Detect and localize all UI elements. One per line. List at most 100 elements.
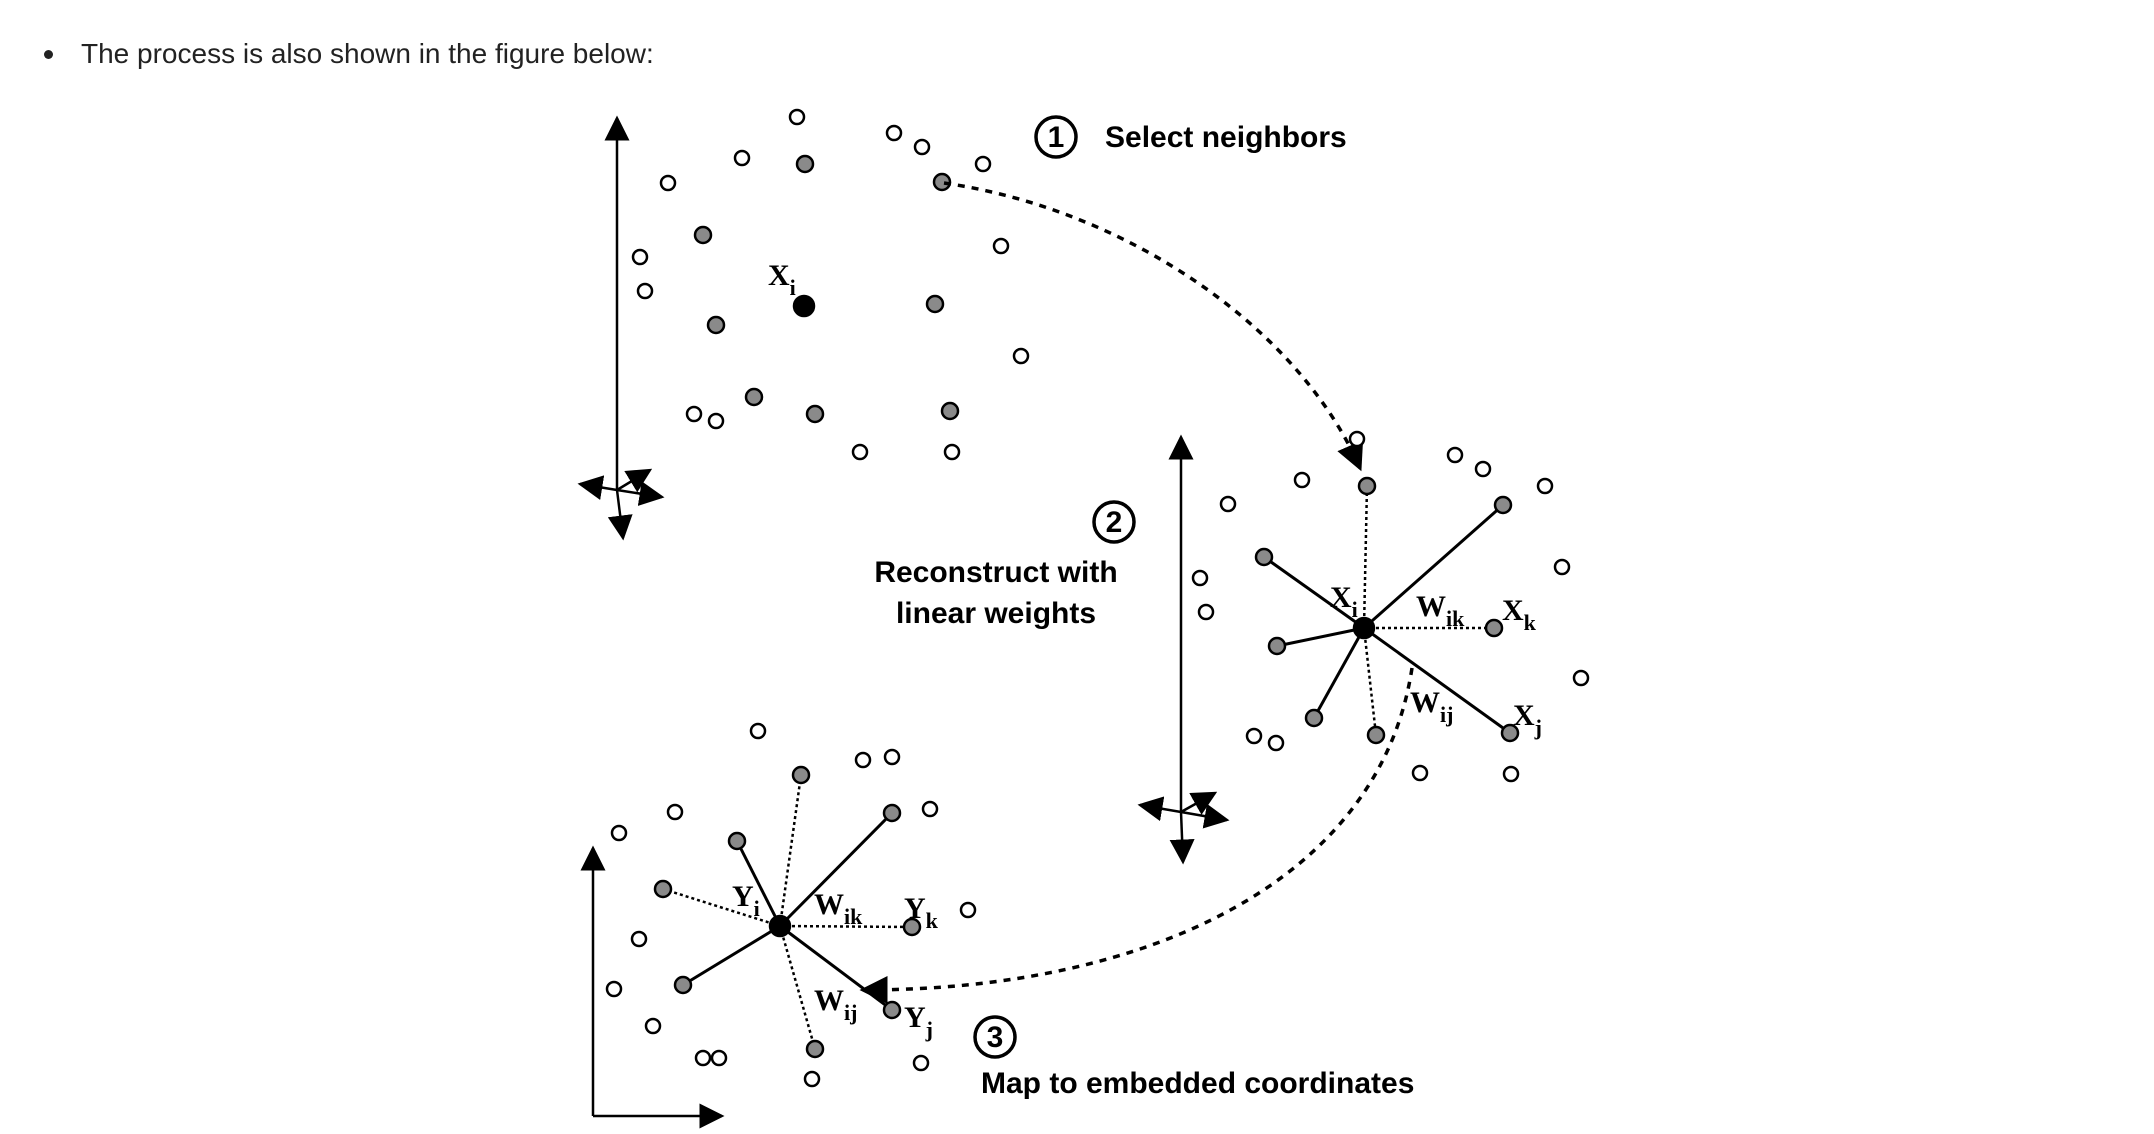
step2-label: 2 Reconstruct with linear weights [874,500,1136,630]
point [1245,727,1263,745]
center-point [1352,616,1376,640]
svg-text:Reconstruct with: Reconstruct with [874,556,1117,589]
point [959,901,977,919]
arrow-step1-to-step2 [943,181,1364,472]
point [1446,446,1464,464]
label-w-ik: Wik [1416,590,1465,631]
step1-number-circle [1034,115,1078,159]
label-y-i: Yi [732,880,760,921]
neighbor-point [1267,636,1287,656]
point [666,803,684,821]
point [1572,669,1590,687]
point [1502,765,1520,783]
point [710,1049,728,1067]
svg-text:3: 3 [987,1021,1004,1054]
neighbor-point [727,831,747,851]
label-y-k: Yk [904,892,939,933]
label-x-j: Xj [1513,699,1542,740]
point [1293,471,1311,489]
panel3-labels: Yi Wik Yk Wij Yj [732,880,939,1042]
point [885,124,903,142]
point [913,138,931,156]
point [630,930,648,948]
neighbor-point [940,401,960,421]
point [992,237,1010,255]
point [685,405,703,423]
neighbor-point [1357,476,1377,496]
point [943,443,961,461]
step2-number-circle [1092,500,1136,544]
point [707,412,725,430]
step3-number-circle [973,1015,1017,1059]
svg-text:2: 2 [1106,506,1123,539]
svg-text:1: 1 [1048,121,1065,154]
bullet-item: The process is also shown in the figure … [44,36,654,72]
center-point [792,294,816,318]
center-point [768,914,792,938]
neighbor-point [1484,618,1504,638]
label-x-i-panel1: Xi [768,259,796,300]
panel3-points [605,722,977,1088]
point [1411,764,1429,782]
neighbor-point [693,225,713,245]
neighbor-point [925,294,945,314]
point [631,248,649,266]
panel1-points [631,108,1030,461]
point [610,824,628,842]
label-w-ij: Wij [1410,686,1453,727]
svg-text:linear weights: linear weights [896,597,1096,630]
point [1197,603,1215,621]
neighbor-point [1304,708,1324,728]
label-x-i: Xi [1330,581,1358,622]
point [1348,430,1366,448]
neighbor-point [932,172,952,192]
point [1267,734,1285,752]
point [605,980,623,998]
bullet-text: The process is also shown in the figure … [81,38,654,69]
point [1219,495,1237,513]
panel2-labels: Xi Wik Xk Wij Xj [1330,581,1542,740]
panel1-axes [577,115,665,541]
point [921,800,939,818]
point [694,1049,712,1067]
svg-text:Select neighbors: Select neighbors [1105,121,1347,154]
label-y-j: Yj [904,1001,933,1042]
point [912,1054,930,1072]
neighbor-point [805,404,825,424]
neighbor-point [882,803,902,823]
label-x-k: Xk [1502,594,1537,635]
arrow-step2-to-step3 [859,667,1414,1004]
point [1553,558,1571,576]
step3-label: 3 Map to embedded coordinates [973,1015,1414,1100]
step1-label: 1 Select neighbors [1034,115,1347,159]
neighbor-point [706,315,726,335]
neighbor-point [1254,547,1274,567]
point [1012,347,1030,365]
neighbor-point [805,1039,825,1059]
neighbor-point [1366,725,1386,745]
neighbor-point [1500,723,1520,743]
point [636,282,654,300]
neighbor-point [882,1000,902,1020]
neighbor-point [744,387,764,407]
point [1536,477,1554,495]
neighbor-point [791,765,811,785]
point [733,149,751,167]
panel2-points [1191,430,1590,783]
point [974,155,992,173]
point [644,1017,662,1035]
neighbor-point [902,917,922,937]
point [659,174,677,192]
bullet-marker [44,49,53,59]
neighbor-point [1493,495,1513,515]
neighbor-point [653,879,673,899]
point [749,722,767,740]
panel3-edges [662,774,913,1050]
neighbor-point [795,154,815,174]
svg-text:Xi: Xi [768,259,796,300]
svg-text:Map to embedded coordinates: Map to embedded coordinates [981,1067,1414,1100]
panel3-axes [580,845,725,1129]
point [788,108,806,126]
panel2-edges [1263,485,1511,736]
